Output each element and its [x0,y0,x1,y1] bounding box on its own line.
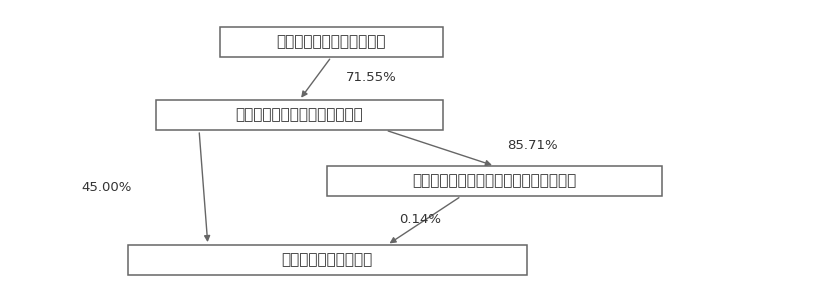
Text: 北京东富国创投资管理中心（有限合伙）: 北京东富国创投资管理中心（有限合伙） [413,174,577,189]
Text: 中国东方资产管理股份有限公司: 中国东方资产管理股份有限公司 [236,108,364,123]
Text: 85.71%: 85.71% [506,139,557,152]
FancyBboxPatch shape [220,27,443,57]
FancyBboxPatch shape [128,245,526,275]
Text: 东兴证券股份有限公司: 东兴证券股份有限公司 [281,253,373,268]
FancyBboxPatch shape [156,100,443,130]
Text: 71.55%: 71.55% [345,71,397,83]
Text: 45.00%: 45.00% [81,181,131,194]
Text: 0.14%: 0.14% [399,213,441,226]
FancyBboxPatch shape [327,166,662,196]
Text: 中央汇金投资有限责任公司: 中央汇金投资有限责任公司 [276,34,386,49]
